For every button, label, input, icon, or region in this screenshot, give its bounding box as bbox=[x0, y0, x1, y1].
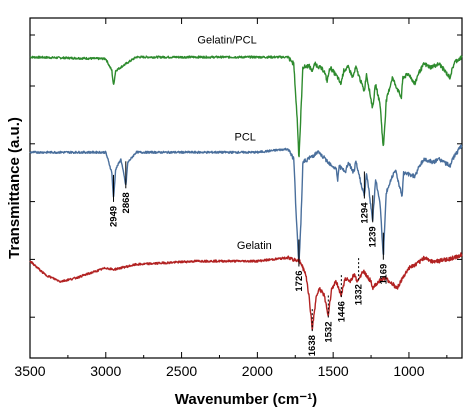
x-axis-ticks: 3500 3000 2500 2000 1500 1000 bbox=[14, 18, 462, 379]
y-axis-title: Transmittance (a.u.) bbox=[6, 117, 23, 259]
series-label: Gelatin bbox=[237, 240, 272, 252]
x-tick-label: 3000 bbox=[90, 363, 121, 379]
spectrum-series bbox=[29, 55, 463, 331]
series-label: Gelatin/PCL bbox=[197, 35, 256, 47]
x-tick-label: 2000 bbox=[242, 363, 273, 379]
series-line-gelatin-pcl bbox=[29, 55, 463, 158]
series-line-pcl bbox=[29, 144, 463, 264]
peak-label: 1532 bbox=[323, 322, 334, 343]
x-tick-label: 3500 bbox=[14, 363, 45, 379]
peak-label: 1332 bbox=[354, 284, 365, 305]
peak-label: 1726 bbox=[294, 271, 305, 292]
series-line-gelatin bbox=[29, 252, 463, 331]
x-tick-label: 1500 bbox=[318, 363, 349, 379]
peak-label: 2949 bbox=[109, 206, 120, 227]
peak-label: 1239 bbox=[368, 226, 379, 247]
plot-frame bbox=[29, 17, 463, 359]
peak-label: 1638 bbox=[307, 335, 318, 356]
peak-label: 1169 bbox=[378, 264, 389, 285]
peak-label: 1294 bbox=[359, 202, 370, 224]
x-tick-label: 1000 bbox=[393, 363, 424, 379]
x-tick-label: 2500 bbox=[166, 363, 197, 379]
x-axis-title: Wavenumber (cm⁻¹) bbox=[175, 391, 317, 408]
peak-label: 2868 bbox=[121, 192, 132, 213]
peak-label: 1446 bbox=[336, 301, 347, 322]
series-label: PCL bbox=[235, 131, 256, 143]
